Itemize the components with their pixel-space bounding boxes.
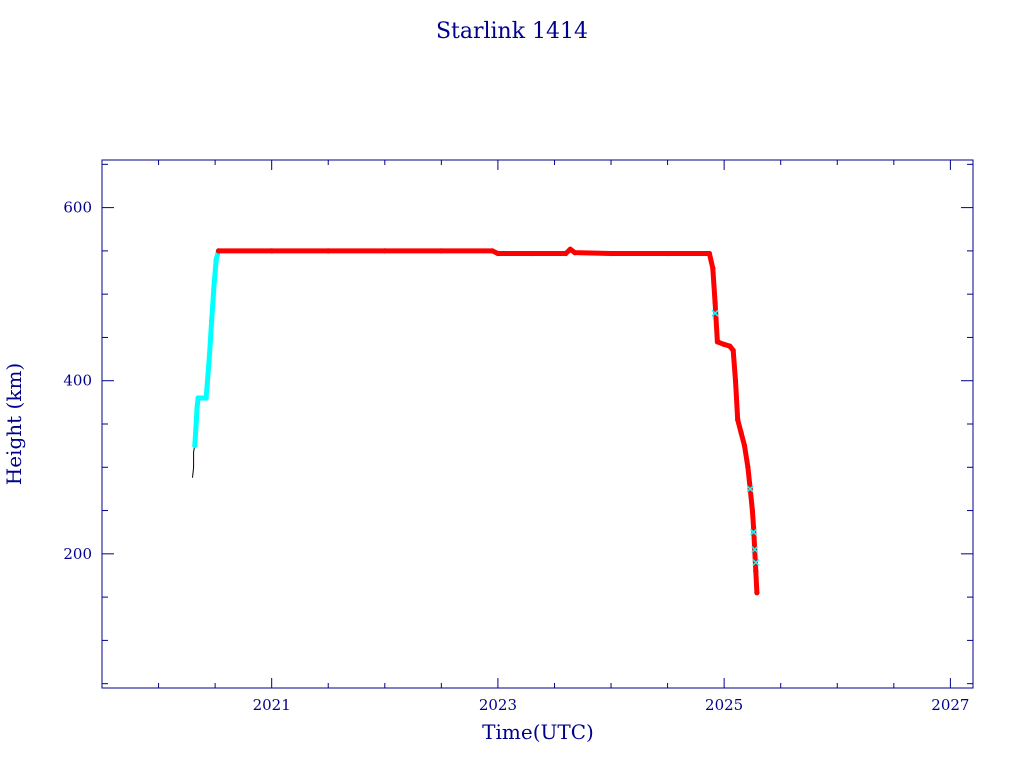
series-2-point	[495, 250, 501, 257]
series-1-point	[192, 443, 198, 449]
y-tick-label: 600	[63, 199, 92, 217]
series-2-point	[732, 378, 739, 384]
series-2-point	[706, 250, 713, 257]
series-2-point	[608, 250, 614, 257]
chart-title: Starlink 1414	[436, 19, 588, 44]
x-tick-label: 2025	[705, 696, 743, 714]
x-tick-label: 2023	[479, 696, 517, 714]
y-axis-label: Height (km)	[2, 363, 26, 485]
series-2-point	[745, 464, 751, 470]
plot-frame	[101, 159, 974, 689]
data-marker	[711, 309, 719, 317]
series-1-line	[192, 250, 221, 446]
series-2-point	[567, 246, 573, 252]
series-1-point	[206, 352, 213, 358]
series-1-point	[193, 425, 199, 431]
tick-labels: 2021 2023 2025 2027 200 400 600	[63, 199, 969, 714]
x-tick-label: 2027	[931, 696, 969, 714]
series-2-point	[751, 525, 757, 531]
data-marker	[750, 528, 758, 536]
x-axis-label: Time(UTC)	[482, 720, 594, 744]
x-tick-label: 2021	[253, 696, 291, 714]
series-2-point	[712, 300, 718, 306]
series-2-point	[325, 248, 331, 254]
series-2-point	[269, 248, 275, 254]
series-2-point	[741, 443, 748, 449]
series-2-point	[753, 568, 759, 574]
series-2-point	[754, 590, 760, 596]
data-marker	[751, 545, 759, 554]
data-marker	[746, 485, 754, 493]
series-2-point	[749, 508, 756, 514]
series-1-point	[194, 405, 200, 411]
series-2-point	[727, 343, 733, 349]
series-2-point	[665, 250, 671, 257]
data-marker	[752, 558, 760, 567]
series-1-point	[204, 382, 210, 388]
series-2-point	[714, 339, 721, 345]
series-2-point	[738, 430, 744, 436]
axis-ticks	[101, 160, 973, 688]
series-2-point	[382, 248, 388, 254]
series-2-point	[563, 250, 569, 257]
data-layer	[192, 246, 760, 596]
y-tick-label: 200	[63, 545, 92, 563]
series-2-line	[218, 246, 760, 593]
series-1-point	[203, 395, 209, 401]
series-2-point	[572, 250, 578, 256]
series-1-point	[211, 282, 217, 289]
series-2-point	[735, 417, 741, 423]
series-2-point	[710, 265, 716, 271]
series-2-point	[438, 248, 444, 254]
series-2-point	[730, 347, 736, 353]
series-2-point	[215, 248, 222, 254]
series-0-line	[192, 445, 196, 478]
series-2-point	[721, 341, 727, 347]
y-tick-label: 400	[63, 372, 92, 390]
series-2-point	[529, 250, 535, 257]
series-1-point	[209, 317, 215, 323]
series-2-point	[489, 248, 495, 254]
series-1-point	[213, 256, 219, 263]
